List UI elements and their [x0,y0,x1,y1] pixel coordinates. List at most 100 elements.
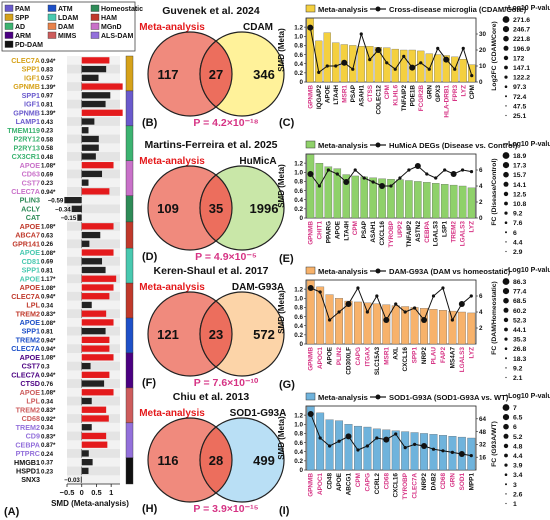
legend-a-swatch [4,13,14,21]
venn-right-count: 572 [253,327,275,342]
panel-x-category-label: CD48 [327,473,334,490]
panel-legend-line-marker [375,394,381,400]
venn-panel-letter: (F) [142,377,156,389]
panel-a-group-strip [125,125,134,162]
panel-a-value-label: 1.08* [41,390,56,397]
panel-x-category-label: CTSS [367,84,374,102]
panel-y-axis-label: SMD (Meta) [277,416,286,460]
panel-legend-line-marker [375,6,381,12]
panel-y2-axis-label: FC (G93A/WT) [491,421,498,467]
venn-left-count: 109 [157,201,179,216]
pvalue-legend-marker [504,473,508,477]
panel-a-bar [81,144,99,151]
pvalue-legend-marker [503,171,509,178]
panel-a-row-band [67,125,120,135]
panel-a-row-band [67,195,120,205]
panel-y2-tick-label: 0 [479,79,483,86]
pvalue-legend-marker [505,357,507,360]
venn-overlap-region [199,426,233,494]
panel-bar [366,46,374,83]
panel-line-point [362,176,366,180]
panel-a-value-label: 0.94* [41,346,56,353]
panel-a-gene-label: CAT [26,213,41,222]
panel-y2-axis-label: Log2FC (CDAM/Core) [491,21,498,90]
pvalue-legend-value: 86.3 [513,279,526,286]
panel-y-tick-label: 0.2 [294,206,303,213]
pvalue-legend-value: 6 [513,424,517,431]
panel-x-category-label: MSR1 [383,347,390,365]
panel-y-tick-label: 0.6 [294,52,303,59]
venn-overlap-count: 27 [209,67,223,82]
panel-a-bar [81,231,101,239]
pvalue-legend-value: 72.4 [513,94,526,101]
panel-x-category-label: CCRL2 [374,473,381,495]
panel-a-bar [81,301,92,309]
pvalue-legend-value: 7 [513,405,517,412]
pvalue-legend-value: 15.7 [513,172,526,179]
pvalue-legend-marker [505,231,507,234]
panel-x-category-label: PSAP [350,84,357,102]
panel-bar [458,185,467,219]
panel-line-point [402,54,406,59]
panel-x-category-label: LGALS3 [459,347,466,373]
pvalue-legend-marker [504,453,508,458]
panel-line-point [375,436,379,440]
panel-bar [335,420,343,471]
panel-a-bar [81,65,107,73]
panel-bar [401,306,410,345]
panel-y-tick-label: 1.0 [294,169,303,176]
panel-bar [342,174,350,219]
pvalue-legend-marker [502,162,510,169]
panel-a-row-band [67,422,120,432]
panel-a-bar [81,450,89,457]
panel-a-gene-label: CEBPA [15,440,40,449]
panel-x-category-label: NRP2 [421,473,428,490]
panel-a-x-tick-label: 0.5 [91,488,101,497]
pvalue-legend-marker [504,327,508,332]
panel-x-category-label: COLEC12 [375,85,382,115]
panel-x-category-label: LTA4H [333,85,340,105]
panel-a-gene-label: TREM2 [16,309,40,318]
panel-bar [332,42,340,83]
panel-line-point [368,58,372,62]
panel-bar [349,45,357,83]
pvalue-legend-title: −Log10 P-value [504,5,550,12]
pvalue-legend-marker [503,55,509,61]
pvalue-legend-value: 5.2 [513,434,523,441]
panel-line-point [413,442,417,446]
panel-x-category-label: CLEC7A [412,473,419,499]
panel-a-bar [81,162,114,169]
pvalue-legend-value: 2.9 [513,249,523,256]
panel-legend-line-marker [375,142,381,148]
panel-y2-tick-label: 2 [479,199,483,206]
panel-a-bar [64,196,82,204]
panel-line-point [334,64,338,68]
pvalue-legend-marker [505,114,507,117]
panel-a-group-strip [125,90,134,127]
panel-a-bar [81,397,92,405]
panel-bar [420,433,428,471]
panel-a-value-label: 0.83* [41,407,56,414]
panel-a-bar [81,240,90,247]
panel-x-category-label: PLIN2 [336,347,343,366]
panel-bar [382,304,391,345]
panel-a-value-label: 0.57 [41,75,54,82]
panel-a-gene-label: GPR141 [12,239,40,248]
panel-a-row-band [67,300,120,310]
panel-a-value-label: 0.83* [41,433,56,440]
panel-y2-tick-label: 4 [479,309,483,316]
panel-y2-tick-label: 4 [479,183,483,190]
panel-line-point [307,411,314,417]
panel-line-point [317,184,322,188]
pvalue-legend-value: 7.6 [513,220,523,227]
pvalue-legend-value: 47.5 [513,103,526,110]
panel-a-bar [81,153,96,160]
panel-x-category-label: CEBPA [424,221,431,243]
panel-letter: (G) [279,379,295,391]
panel-x-category-label: FCGR2B [418,85,425,112]
panel-a-value-label: 1.08* [41,250,56,257]
panel-line-point [307,171,314,177]
pvalue-legend-marker [505,250,507,253]
panel-letter: (C) [279,117,295,129]
